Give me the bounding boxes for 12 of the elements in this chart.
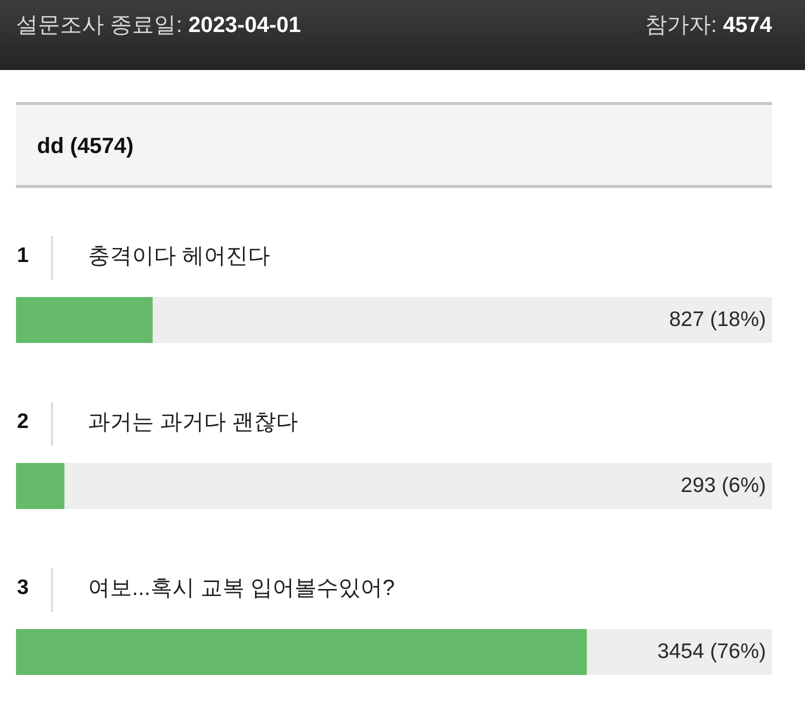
data-label: 293 (6%) [680, 474, 766, 497]
annotation: 1 [17, 244, 29, 267]
data-label: 827 (18%) [669, 308, 766, 331]
title-panel: dd (4574) [16, 102, 772, 188]
header-bar: 설문조사 종료일: 2023-04-01 참가자: 4574 [0, 0, 805, 70]
y-tick-label: 여보...혹시 교복 입어볼수있어? [88, 575, 395, 600]
data-label: 3454 (76%) [657, 640, 766, 663]
annotation: 2 [17, 410, 29, 433]
y-tick-label: 과거는 과거다 괜찮다 [88, 409, 298, 434]
y-tick-label: 충격이다 헤어진다 [88, 243, 270, 268]
chart-title: dd (4574) [37, 132, 134, 160]
annotation: 3 [17, 576, 29, 599]
